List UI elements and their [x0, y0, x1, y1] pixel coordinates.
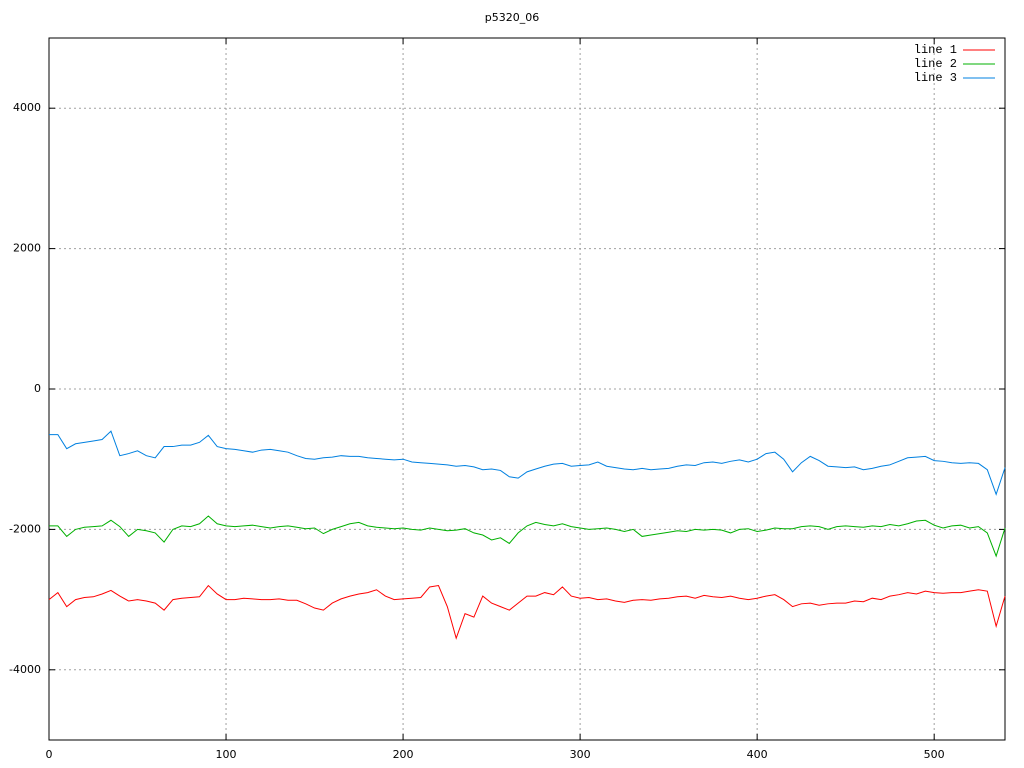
legend-label: line 3	[914, 71, 957, 85]
x-tick-label: 200	[393, 748, 414, 761]
plot-border	[48, 37, 1006, 741]
y-tick-label: -4000	[9, 663, 41, 676]
legend-label: line 1	[914, 43, 957, 57]
y-tick-label: 4000	[13, 101, 41, 114]
x-tick-label: 0	[46, 748, 53, 761]
chart-title: p5320_06	[485, 11, 539, 24]
x-tick-label: 100	[216, 748, 237, 761]
x-tick-label: 300	[570, 748, 591, 761]
y-tick-label: -2000	[9, 522, 41, 535]
data-line	[49, 515, 1006, 558]
y-tick-label: 0	[34, 382, 41, 395]
y-tick-label: 2000	[13, 242, 41, 255]
x-tick-label: 500	[924, 748, 945, 761]
data-line	[49, 430, 1006, 496]
x-tick-label: 400	[747, 748, 768, 761]
legend-label: line 2	[914, 57, 957, 71]
data-line	[48, 584, 1006, 640]
